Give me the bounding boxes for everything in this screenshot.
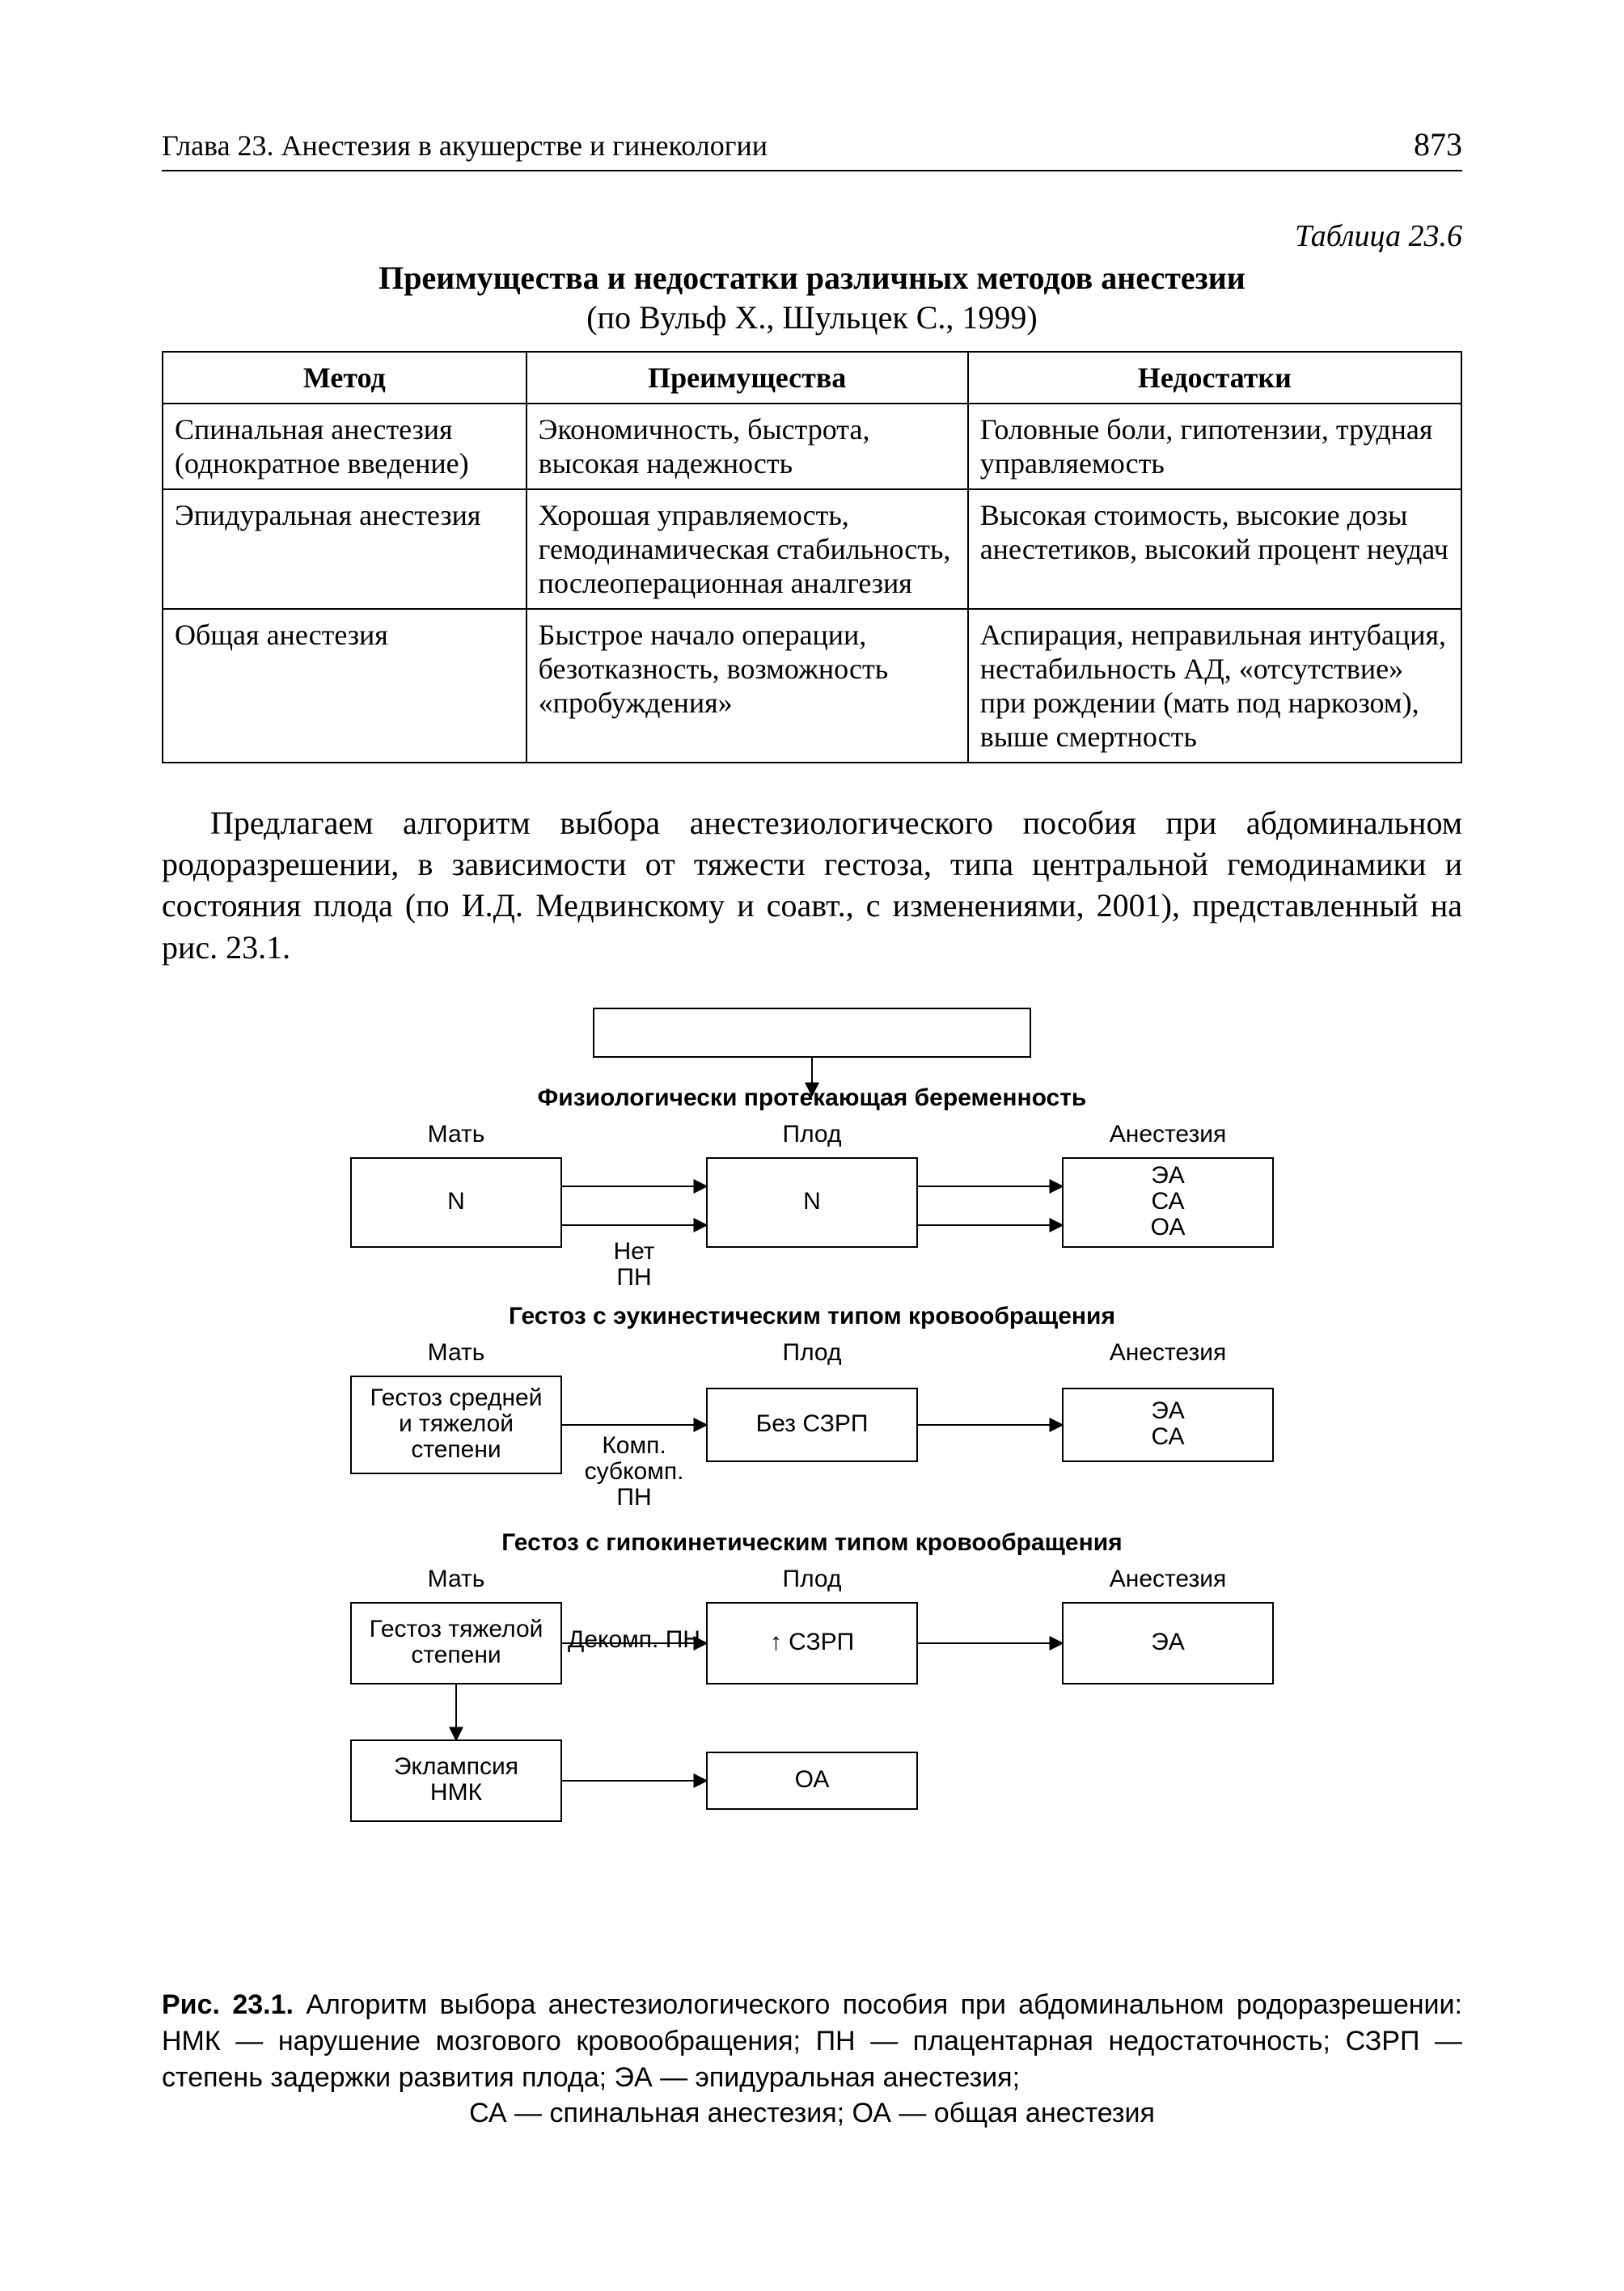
col-label-anesthesia: Анестезия xyxy=(1110,1339,1226,1366)
col-disadvantages: Недостатки xyxy=(968,352,1461,404)
svg-text:ЭА: ЭА xyxy=(1151,1397,1185,1424)
col-label-anesthesia: Анестезия xyxy=(1110,1566,1226,1592)
svg-text:и тяжелой: и тяжелой xyxy=(399,1410,514,1437)
svg-text:Плод: Плод xyxy=(783,1339,842,1366)
col-label-mother: Мать xyxy=(428,1566,485,1592)
flow-box-fetus-1: Без СЗРП xyxy=(707,1389,917,1461)
figure-label: Рис. 23.1. xyxy=(162,1989,294,2020)
flowchart: Физиологически протекающая беременность М… xyxy=(162,1000,1462,1938)
svg-text:степени: степени xyxy=(411,1642,501,1668)
svg-text:СА: СА xyxy=(1151,1423,1184,1450)
col-label-fetus: Плод xyxy=(783,1339,842,1366)
table-row: Общая анестезия Быстрое начало операции,… xyxy=(163,609,1461,763)
col-method: Метод xyxy=(163,352,527,404)
svg-text:ПН: ПН xyxy=(616,1484,651,1511)
svg-text:ОА: ОА xyxy=(795,1766,830,1793)
svg-text:Плод: Плод xyxy=(783,1121,842,1148)
svg-text:СА: СА xyxy=(1151,1188,1184,1215)
flow-box-mother-2: Гестоз тяжелойстепени xyxy=(351,1603,561,1684)
flow-box-fetus2-2: ОА xyxy=(707,1752,917,1809)
col-label-fetus: Плод xyxy=(783,1566,842,1592)
svg-text:Эклампсия: Эклампсия xyxy=(394,1753,518,1780)
flow-box-top xyxy=(594,1008,1030,1057)
svg-text:Физиологически протекающая бер: Физиологически протекающая беременность xyxy=(538,1084,1087,1111)
svg-text:Анестезия: Анестезия xyxy=(1110,1121,1226,1148)
page: Глава 23. Анестезия в акушерстве и гинек… xyxy=(0,0,1624,2291)
chapter-title: Глава 23. Анестезия в акушерстве и гинек… xyxy=(162,129,768,163)
svg-text:ОА: ОА xyxy=(1151,1214,1186,1241)
flow-box-mother-1: Гестоз среднейи тяжелойстепени xyxy=(351,1376,561,1473)
between-label: Декомп. ПН xyxy=(568,1626,700,1653)
table-header-row: Метод Преимущества Недостатки xyxy=(163,352,1461,404)
svg-text:N: N xyxy=(447,1188,465,1215)
table-row: Эпидуральная анестезия Хорошая управляем… xyxy=(163,489,1461,609)
col-label-mother: Мать xyxy=(428,1339,485,1366)
figure-caption: Рис. 23.1. Алгоритм выбора анестезиологи… xyxy=(162,1987,1462,2132)
svg-text:Декомп. ПН: Декомп. ПН xyxy=(568,1626,700,1653)
col-label-fetus: Плод xyxy=(783,1121,842,1148)
flow-box-anesthesia-1: ЭАСА xyxy=(1063,1389,1273,1461)
svg-text:Анестезия: Анестезия xyxy=(1110,1566,1226,1592)
body-paragraph: Предлагаем алгоритм выбора анестезиологи… xyxy=(162,802,1462,968)
col-label-mother: Мать xyxy=(428,1121,485,1148)
table-row: Спинальная анестезия (однократное введен… xyxy=(163,404,1461,489)
svg-text:ЭА: ЭА xyxy=(1151,1629,1185,1655)
col-advantages: Преимущества xyxy=(527,352,968,404)
svg-text:N: N xyxy=(803,1188,821,1215)
figure-caption-text: Алгоритм выбора анестезиологического пос… xyxy=(162,1989,1462,2093)
cell-method: Общая анестезия xyxy=(163,609,527,763)
svg-text:субкомп.: субкомп. xyxy=(585,1458,684,1485)
table-subtitle: (по Вульф Х., Шульцек С., 1999) xyxy=(162,298,1462,336)
svg-text:Нет: Нет xyxy=(613,1238,654,1265)
page-number: 873 xyxy=(1414,125,1462,163)
flow-box-anesthesia-2: ЭА xyxy=(1063,1603,1273,1684)
svg-text:Гестоз с гипокинетическим типо: Гестоз с гипокинетическим типом кровообр… xyxy=(501,1529,1122,1556)
cell-advantages: Хорошая управляемость, гемодинамическая … xyxy=(527,489,968,609)
svg-text:Гестоз средней: Гестоз средней xyxy=(370,1384,543,1411)
cell-advantages: Быстрое начало операции, безотказность, … xyxy=(527,609,968,763)
svg-text:Гестоз тяжелой: Гестоз тяжелой xyxy=(370,1616,543,1642)
methods-table: Метод Преимущества Недостатки Спинальная… xyxy=(162,351,1462,763)
section-title: Гестоз с эукинестическим типом кровообра… xyxy=(509,1303,1115,1329)
cell-disadvantages: Высокая стоимость, высокие дозы анестети… xyxy=(968,489,1461,609)
cell-disadvantages: Головные боли, гипотензии, трудная управ… xyxy=(968,404,1461,489)
cell-disadvantages: Аспирация, неправильная интубация, неста… xyxy=(968,609,1461,763)
section-title: Физиологически протекающая беременность xyxy=(538,1084,1087,1111)
svg-text:Комп.: Комп. xyxy=(602,1432,666,1459)
svg-text:Гестоз с эукинестическим типом: Гестоз с эукинестическим типом кровообра… xyxy=(509,1303,1115,1329)
figure-caption-last-line: СА — спинальная анестезия; ОА — общая ан… xyxy=(162,2095,1462,2132)
flow-box-fetus-0: N xyxy=(707,1158,917,1247)
between-label: Комп.субкомп.ПН xyxy=(585,1432,684,1511)
svg-text:Плод: Плод xyxy=(783,1566,842,1592)
svg-text:Анестезия: Анестезия xyxy=(1110,1339,1226,1366)
svg-text:Без СЗРП: Без СЗРП xyxy=(756,1410,869,1437)
between-label: НетПН xyxy=(613,1238,654,1291)
cell-advantages: Экономичность, быстрота, высокая надежно… xyxy=(527,404,968,489)
svg-text:ЭА: ЭА xyxy=(1151,1162,1185,1189)
svg-text:Мать: Мать xyxy=(428,1121,485,1148)
table-title: Преимущества и недостатки различных мето… xyxy=(162,259,1462,297)
cell-method: Спинальная анестезия (однократное введен… xyxy=(163,404,527,489)
flow-box-mother2-2: ЭклампсияНМК xyxy=(351,1740,561,1821)
svg-text:степени: степени xyxy=(411,1436,501,1463)
svg-text:↑ СЗРП: ↑ СЗРП xyxy=(770,1629,854,1655)
flow-box-fetus-2: ↑ СЗРП xyxy=(707,1603,917,1684)
svg-text:Мать: Мать xyxy=(428,1339,485,1366)
svg-text:Мать: Мать xyxy=(428,1566,485,1592)
table-caption-label: Таблица 23.6 xyxy=(162,218,1462,254)
flow-box-mother-0: N xyxy=(351,1158,561,1247)
flow-box-anesthesia-0: ЭАСАОА xyxy=(1063,1158,1273,1247)
section-title: Гестоз с гипокинетическим типом кровообр… xyxy=(501,1529,1122,1556)
svg-text:НМК: НМК xyxy=(430,1779,483,1806)
running-head: Глава 23. Анестезия в акушерстве и гинек… xyxy=(162,125,1462,171)
col-label-anesthesia: Анестезия xyxy=(1110,1121,1226,1148)
cell-method: Эпидуральная анестезия xyxy=(163,489,527,609)
svg-text:ПН: ПН xyxy=(616,1264,651,1291)
